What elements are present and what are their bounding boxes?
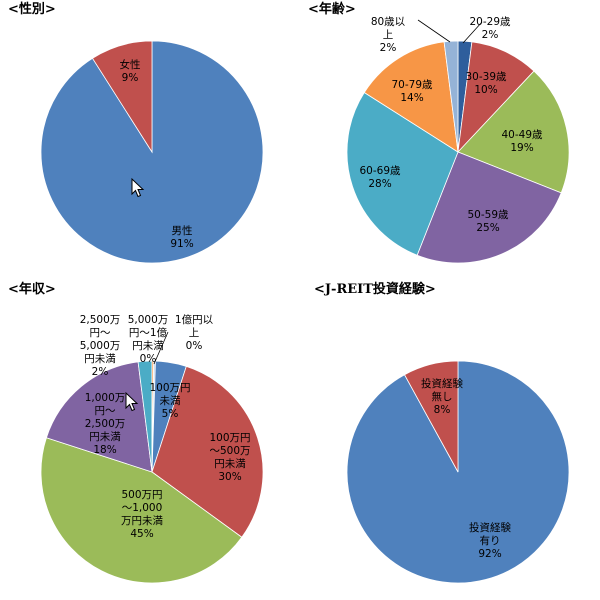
slice-data-label: 100万円未満 5% — [149, 382, 190, 420]
age-chart-title: <年齢> — [308, 2, 356, 17]
mouse-cursor-icon — [125, 391, 139, 412]
leader-line — [153, 331, 169, 365]
gender-chart-title: <性別> — [8, 2, 56, 17]
slice-data-label: 2,500万円～ 5,000万円未満 2% — [80, 314, 121, 378]
pie-slice — [45, 361, 153, 473]
jreit-pie-panel: <J-REIT投資経験> 投資経験有り 92% 投資経験無し 8% — [300, 280, 600, 584]
mouse-cursor-icon — [131, 177, 145, 198]
pie-slice — [346, 91, 459, 256]
leader-line — [462, 21, 483, 44]
slice-data-label: 男性 91% — [170, 224, 193, 250]
gender-pie-chart: 男性 91% 女性 9% — [40, 40, 264, 264]
slice-data-label: 投資経験有り 92% — [469, 521, 511, 560]
slice-data-label: 50-59歳 25% — [467, 209, 509, 234]
slice-data-label: 30-39歳 10% — [465, 71, 507, 96]
slice-data-label: 投資経験無し 8% — [421, 377, 463, 416]
slice-data-label: 500万円～1,000 万円未満 45% — [121, 489, 163, 540]
gender-pie-panel: <性別> 男性 91% 女性 9% — [0, 0, 300, 300]
slice-data-label: 100万円～500万円未満 30% — [209, 432, 250, 483]
pie-slice — [91, 40, 153, 154]
age-pie-panel: <年齢> 20-29歳 2% 30-39歳 10% 40-49歳 19% 50-59歳 25%… — [300, 0, 600, 300]
slice-data-label: 女性 9% — [120, 58, 141, 84]
slice-data-label: 60-69歳 28% — [359, 165, 401, 190]
jreit-chart-title: <J-REIT投資経験> — [314, 282, 436, 297]
income-pie-chart: 100万円未満 5% 100万円～500万円未満 30% 500万円～1,000 万円未満… — [40, 313, 264, 584]
slice-data-label: 1,000万円～ 2,500万円未満 18% — [85, 392, 126, 456]
pie-slice — [443, 40, 459, 153]
slice-data-label: 20-29歳 2% — [469, 16, 511, 41]
slice-data-label: 70-79歳 14% — [391, 79, 433, 104]
pie-slice — [363, 41, 459, 153]
income-pie-panel: <年収> 100万円未満 5% 100万円～500万円未満 30% 500万円～1,00… — [0, 280, 300, 584]
pie-slice — [416, 151, 562, 264]
slice-data-label: 1億円以上 0% — [175, 313, 214, 352]
slice-data-label: 80歳以上 2% — [371, 16, 406, 54]
leader-line — [417, 19, 451, 43]
pie-slice — [151, 365, 264, 538]
income-chart-title: <年収> — [8, 282, 56, 297]
jreit-pie-chart: 投資経験有り 92% 投資経験無し 8% — [346, 360, 570, 584]
slice-data-label: 40-49歳 19% — [501, 129, 543, 154]
slice-data-label: 5,000万円～1億円未満 0% — [128, 314, 169, 365]
pie-slice — [40, 437, 243, 584]
pie-slice — [457, 70, 570, 194]
age-pie-chart: 20-29歳 2% 30-39歳 10% 40-49歳 19% 50-59歳 25% 60-69… — [346, 16, 570, 264]
pie-slice — [403, 360, 459, 473]
